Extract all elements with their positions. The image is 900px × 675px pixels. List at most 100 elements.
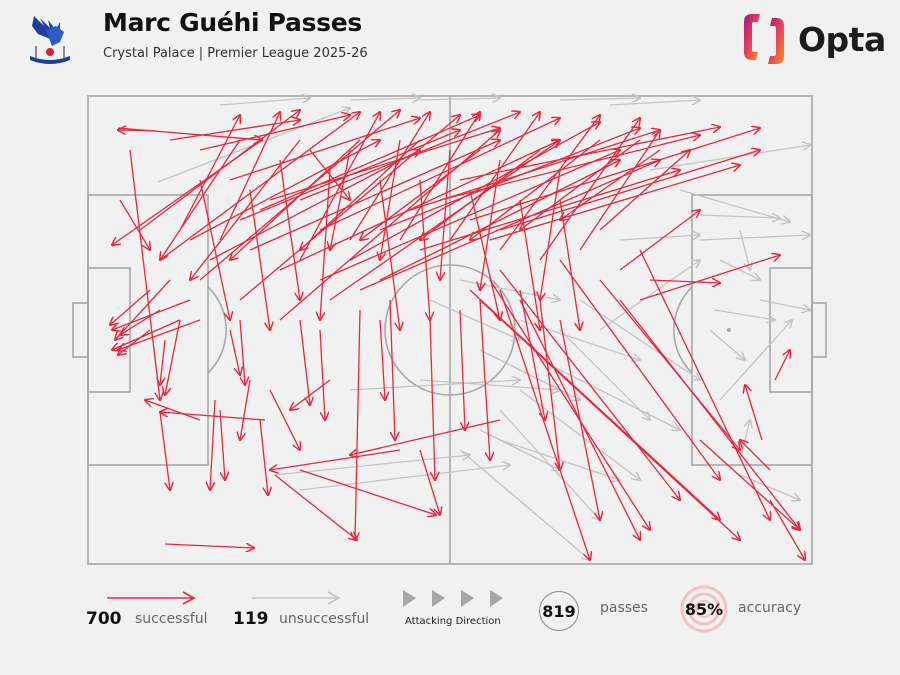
successful-pass-arrow [379,179,400,330]
successful-pass-arrow [159,112,360,261]
successful-pass-arrow [499,115,600,251]
successful-pass-arrow [299,469,436,515]
unsuccessful-pass-arrow [559,329,650,420]
successful-pass-arrow [160,339,166,385]
successful-pass-arrow [440,149,451,280]
successful-pass-arrow [769,499,805,560]
successful-pass-arrow [699,439,800,530]
successful-pass-arrow [209,150,420,261]
successful-pass-arrow [420,149,541,240]
pitch-markings [72,95,827,565]
successful-pass-arrow [229,118,420,181]
unsuccessful-pass-arrow [709,329,745,360]
successful-pass-arrow [479,299,740,540]
successful-pass-arrow [355,309,361,540]
successful-pass-arrow [129,149,160,400]
successful-pass-arrow [320,169,331,320]
successful-pass-arrow [299,112,380,261]
unsuccessful-pass-arrow [429,299,520,340]
unsuccessful-pass-arrow [699,235,810,241]
successful-pass-arrow [560,149,661,220]
opta-logo-icon [744,14,784,64]
successful-pass-arrow [459,127,720,181]
successful-pass-arrow [539,118,640,261]
successful-pass-arrow [319,329,325,420]
unsuccessful-passes [157,98,810,560]
unsuccessful-pass-arrow [499,439,620,480]
successful-pass-arrow [239,115,460,301]
accuracy-value: 85% [684,599,724,619]
opta-wordmark: Opta [798,20,886,59]
unsuccessful-pass-arrow [759,299,810,310]
successful-pass-arrow [230,139,361,260]
successful-pass-arrow [110,289,151,325]
unsuccessful-pass-arrow [299,465,510,491]
attacking-direction-label: Attacking Direction [405,616,501,627]
unsuccessful-pass-arrow [739,229,750,270]
unsuccessful-pass-arrow [459,449,590,560]
successful-pass-arrow [419,170,680,251]
successful-pass-arrow [389,299,395,440]
successful-pass-arrow [164,544,254,548]
successful-pass-arrow [240,379,251,440]
successful-pass-arrow [619,299,800,530]
unsuccessful-pass-arrow [219,98,310,106]
successful-pass-arrow [274,474,357,540]
successful-pass-arrow [259,419,268,495]
unsuccessful-pass-arrow [479,429,560,470]
unsuccessful-pass-arrow [719,320,792,401]
successful-pass-arrow [160,412,266,421]
attacking-direction-icon [403,590,503,607]
unsuccessful-pass-arrow [349,98,420,100]
accuracy-badge: 85% [680,585,728,633]
successful-pass-arrow [499,150,760,231]
successful-label: successful [135,611,208,627]
successful-pass-arrow [489,165,740,241]
page-title: Marc Guéhi Passes [103,8,362,37]
successful-pass-arrow [419,449,440,515]
unsuccessful-pass-arrow [714,309,775,320]
successful-pass-arrow [459,309,465,430]
unsuccessful-pass-arrow [699,215,780,218]
successful-pass-arrow [249,140,500,251]
successful-pass-arrow [449,112,540,241]
successful-pass-arrow [165,319,181,395]
unsuccessful-pass-arrow [539,359,680,430]
successful-pass-arrow [469,289,720,520]
unsuccessful-pass-arrow [559,98,640,100]
successful-pass-arrow [159,411,170,490]
successful-pass-arrow [190,139,301,280]
successful-pass-arrow [189,140,380,241]
successful-pass-arrow [270,449,401,470]
accuracy-label: accuracy [738,600,802,616]
successful-pass-arrow [229,329,240,375]
successful-pass-arrow [540,169,561,300]
successful-pass-arrow [439,135,700,201]
successful-pass-arrow [599,150,690,231]
unsuccessful-pass-arrow [419,98,500,100]
unsuccessful-pass-arrow [719,259,760,280]
unsuccessful-pass-arrow [599,260,700,331]
successful-pass-arrow [210,399,216,490]
unsuccessful-label: unsuccessful [279,611,370,627]
successful-pass-arrow [639,255,780,301]
unsuccessful-pass-arrow [274,455,470,476]
unsuccessful-pass-arrow [419,379,560,390]
successful-pass-arrow [269,128,500,201]
unsuccessful-pass-arrow [739,420,750,461]
successful-pass-arrow [419,179,430,320]
successful-count: 700 [86,609,122,629]
successful-pass-arrow [259,115,480,211]
successful-pass-arrow [599,279,740,450]
successful-pass-arrow [330,149,351,250]
successful-arrow-icon [107,591,196,605]
successful-pass-arrow [249,189,270,330]
successful-pass-arrow [619,210,700,271]
successful-passes [110,110,805,560]
successful-pass-arrow [379,319,385,400]
successful-pass-arrow [519,289,545,420]
unsuccessful-pass-arrow [479,349,580,400]
successful-pass-arrow [199,179,230,320]
successful-pass-arrow [559,199,580,330]
